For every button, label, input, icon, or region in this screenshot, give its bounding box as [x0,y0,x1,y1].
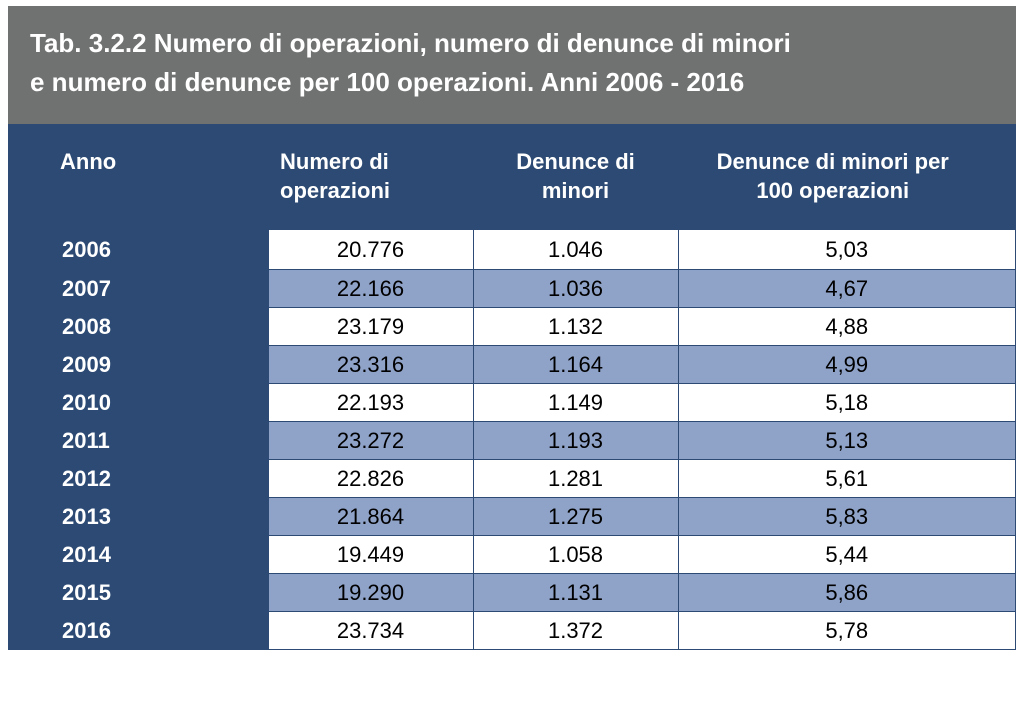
cell-den: 1.132 [473,308,678,346]
cell-ops: 23.734 [268,612,473,650]
table-row: 201321.8641.2755,83 [8,498,1016,536]
cell-ratio: 4,99 [678,346,1016,384]
cell-ratio: 5,18 [678,384,1016,422]
cell-den: 1.164 [473,346,678,384]
cell-ratio: 5,83 [678,498,1016,536]
table-row: 201623.7341.3725,78 [8,612,1016,650]
cell-anno: 2012 [8,460,268,498]
cell-ratio: 5,61 [678,460,1016,498]
cell-ops: 19.449 [268,536,473,574]
cell-anno: 2016 [8,612,268,650]
cell-ops: 19.290 [268,574,473,612]
cell-ops: 22.193 [268,384,473,422]
cell-anno: 2006 [8,230,268,270]
table-row: 200620.7761.0465,03 [8,230,1016,270]
table-container: Tab. 3.2.2 Numero di operazioni, numero … [0,0,1024,660]
cell-ratio: 4,67 [678,270,1016,308]
table-body: 200620.7761.0465,03200722.1661.0364,6720… [8,230,1016,650]
table-row: 201222.8261.2815,61 [8,460,1016,498]
cell-anno: 2007 [8,270,268,308]
cell-ops: 22.166 [268,270,473,308]
table-header-row: Anno Numero dioperazioni Denunce diminor… [8,124,1016,230]
table-title: Tab. 3.2.2 Numero di operazioni, numero … [8,6,1016,124]
cell-den: 1.372 [473,612,678,650]
cell-den: 1.131 [473,574,678,612]
table-row: 201022.1931.1495,18 [8,384,1016,422]
table-row: 201519.2901.1315,86 [8,574,1016,612]
cell-ratio: 5,03 [678,230,1016,270]
cell-den: 1.149 [473,384,678,422]
col-header-ratio: Denunce di minori per100 operazioni [678,124,1016,230]
cell-den: 1.281 [473,460,678,498]
cell-anno: 2011 [8,422,268,460]
cell-ops: 23.316 [268,346,473,384]
cell-anno: 2008 [8,308,268,346]
cell-ratio: 4,88 [678,308,1016,346]
cell-ops: 23.272 [268,422,473,460]
cell-den: 1.036 [473,270,678,308]
cell-anno: 2009 [8,346,268,384]
table-row: 200722.1661.0364,67 [8,270,1016,308]
table-row: 201123.2721.1935,13 [8,422,1016,460]
cell-ratio: 5,78 [678,612,1016,650]
cell-ops: 23.179 [268,308,473,346]
col-header-ops: Numero dioperazioni [268,124,473,230]
col-header-anno: Anno [8,124,268,230]
cell-anno: 2010 [8,384,268,422]
cell-anno: 2014 [8,536,268,574]
table-row: 200923.3161.1644,99 [8,346,1016,384]
cell-den: 1.275 [473,498,678,536]
cell-anno: 2013 [8,498,268,536]
col-header-den: Denunce diminori [473,124,678,230]
cell-anno: 2015 [8,574,268,612]
cell-ratio: 5,44 [678,536,1016,574]
cell-ops: 21.864 [268,498,473,536]
cell-den: 1.058 [473,536,678,574]
cell-den: 1.193 [473,422,678,460]
cell-ops: 22.826 [268,460,473,498]
cell-den: 1.046 [473,230,678,270]
cell-ratio: 5,86 [678,574,1016,612]
data-table: Anno Numero dioperazioni Denunce diminor… [8,124,1016,650]
cell-ops: 20.776 [268,230,473,270]
title-line-2: e numero di denunce per 100 operazioni. … [30,67,744,97]
cell-ratio: 5,13 [678,422,1016,460]
table-row: 201419.4491.0585,44 [8,536,1016,574]
title-line-1: Tab. 3.2.2 Numero di operazioni, numero … [30,28,791,58]
table-row: 200823.1791.1324,88 [8,308,1016,346]
